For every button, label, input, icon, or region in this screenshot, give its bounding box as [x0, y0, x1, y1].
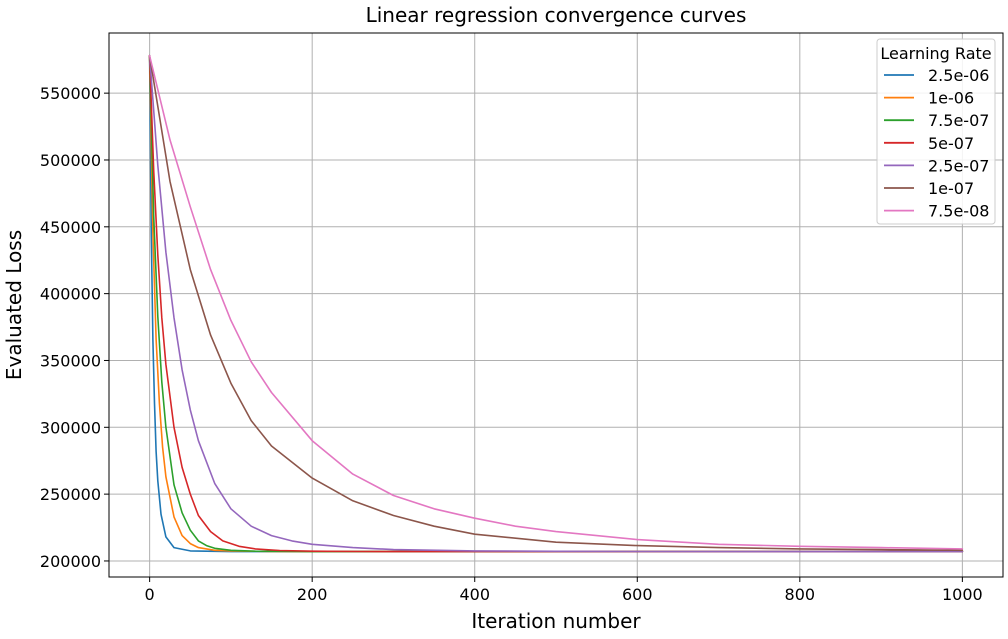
series-line-1: [148, 54, 964, 553]
series-line-3: [148, 54, 964, 553]
y-tick-label: 200000: [40, 552, 101, 571]
y-axis-label: Evaluated Loss: [2, 230, 26, 380]
legend-items: 2.5e-06 1e-06 7.5e-07 5e-07 2.5e-07 1e-07 7.5e…: [884, 66, 989, 221]
x-tick-label: 800: [785, 585, 816, 604]
legend-label: 7.5e-08: [928, 202, 989, 221]
x-axis-label: Iteration number: [471, 609, 641, 633]
legend-label: 7.5e-07: [928, 111, 989, 130]
y-tick-label: 300000: [40, 418, 101, 437]
x-tick-label: 600: [622, 585, 653, 604]
series-line-6: [148, 54, 964, 552]
x-tick-label: 400: [459, 585, 490, 604]
y-tick-label: 550000: [40, 84, 101, 103]
legend-title: Learning Rate: [880, 44, 991, 63]
series-line-4: [148, 54, 964, 553]
y-tick-label: 350000: [40, 351, 101, 370]
x-tick-label: 200: [297, 585, 328, 604]
series-line-2: [148, 54, 964, 553]
legend-label: 2.5e-06: [928, 66, 989, 85]
plot-frame: [108, 32, 1004, 578]
legend-box: [876, 38, 996, 225]
chart-title: Linear regression convergence curves: [366, 3, 747, 27]
legend-label: 5e-07: [928, 134, 974, 153]
legend-label: 2.5e-07: [928, 156, 989, 175]
series-line-7: [148, 54, 964, 550]
series-lines: [148, 54, 964, 553]
legend: Learning Rate 2.5e-061e-067.5e-075e-072.…: [876, 38, 996, 225]
y-tick-label: 400000: [40, 285, 101, 304]
y-tick-label: 500000: [40, 151, 101, 170]
y-tick-label: 250000: [40, 485, 101, 504]
legend-label: 1e-07: [928, 179, 974, 198]
x-tick-label: 0: [145, 585, 155, 604]
grid: [109, 33, 1003, 577]
y-tick-label: 450000: [40, 218, 101, 237]
x-tick-label: 1000: [942, 585, 983, 604]
ticks: 0 200 400 600 800 1000 200000 250000 300000 35000…: [40, 84, 983, 604]
legend-label: 1e-06: [928, 89, 974, 108]
series-line-5: [148, 54, 964, 553]
